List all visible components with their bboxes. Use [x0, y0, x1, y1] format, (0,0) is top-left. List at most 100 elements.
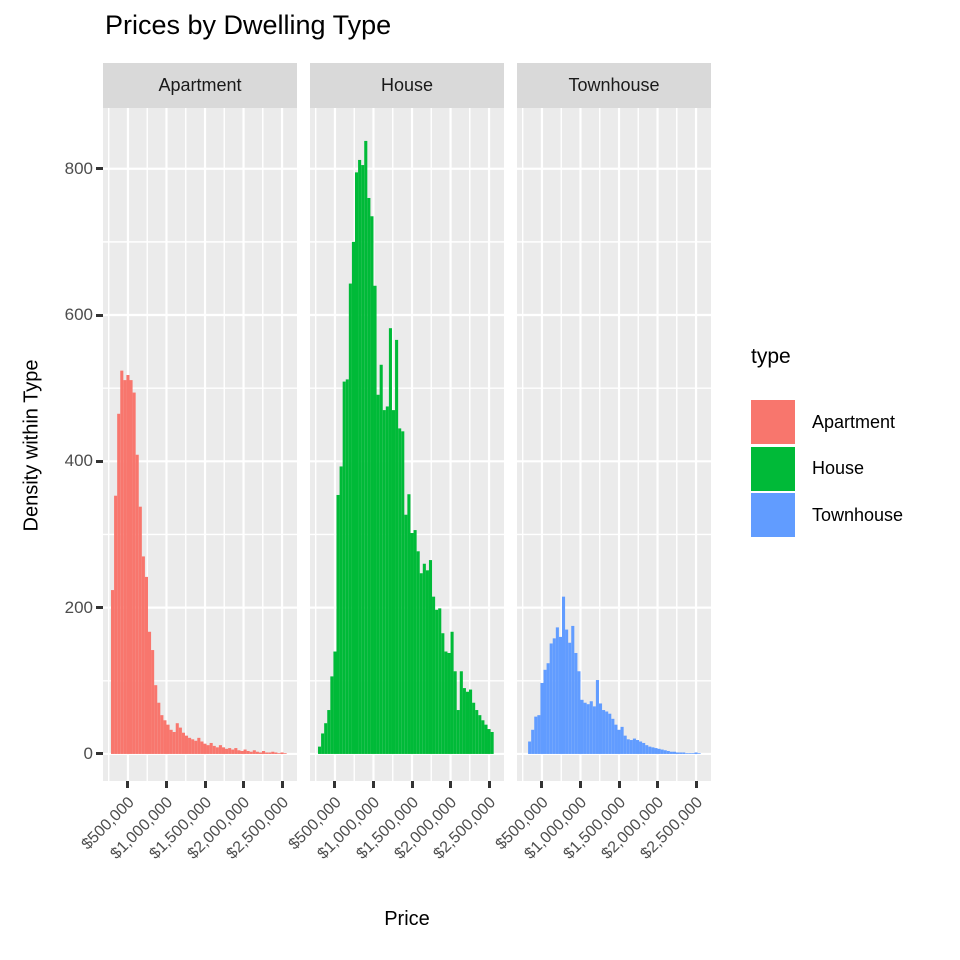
histogram-bar	[571, 625, 575, 754]
histogram-bar	[605, 711, 609, 754]
histogram-bar	[351, 241, 355, 754]
histogram-bar	[481, 720, 485, 754]
histogram-bar	[388, 328, 392, 754]
histogram-bar	[586, 704, 590, 754]
histogram-bar	[435, 609, 439, 754]
histogram-bar	[672, 751, 677, 754]
histogram-bar	[258, 752, 263, 754]
facet-strip-label: Townhouse	[568, 75, 660, 95]
x-tick-mark	[656, 781, 660, 788]
histogram-bar	[478, 715, 482, 754]
histogram-bar	[546, 663, 550, 754]
legend-label: House	[812, 458, 865, 478]
y-tick-mark	[96, 459, 103, 463]
histogram-bar	[645, 745, 649, 754]
histogram-bar	[531, 729, 535, 754]
histogram-bar	[327, 710, 331, 754]
histogram-bar	[265, 752, 269, 754]
histogram-bar	[484, 724, 488, 754]
histogram-bar	[181, 732, 185, 754]
histogram-bar	[669, 751, 673, 754]
histogram-bar	[240, 751, 244, 754]
y-tick-mark	[96, 606, 103, 610]
histogram-bar	[172, 731, 176, 754]
histogram-bar	[370, 216, 374, 754]
histogram-bar	[117, 413, 121, 754]
histogram-bar	[555, 627, 559, 754]
legend-title: type	[751, 345, 791, 368]
histogram-bar	[373, 285, 377, 754]
histogram-bar	[441, 633, 445, 754]
histogram-bar	[629, 740, 633, 754]
histogram-bar	[339, 466, 343, 754]
histogram-bar	[407, 494, 411, 754]
legend-label: Townhouse	[812, 504, 904, 525]
histogram-bar	[549, 643, 553, 754]
histogram-bar	[620, 726, 624, 754]
histogram-bar	[246, 751, 250, 754]
histogram-bar	[589, 701, 593, 754]
y-tick-label: 600	[64, 305, 93, 325]
histogram-bar	[197, 737, 201, 754]
x-tick-mark	[333, 781, 337, 788]
histogram-bar	[654, 748, 658, 754]
histogram-bar	[565, 629, 569, 754]
histogram-panel-townhouse	[517, 108, 711, 781]
histogram-bar	[111, 590, 115, 754]
histogram-bar	[336, 494, 340, 754]
histogram-bar	[651, 747, 655, 754]
histogram-bar	[425, 570, 429, 754]
histogram-bar	[685, 753, 689, 754]
histogram-bar	[215, 747, 219, 754]
x-tick-mark	[694, 781, 698, 788]
histogram-bar	[191, 739, 195, 754]
histogram-bar	[206, 745, 210, 754]
histogram-bar	[169, 729, 173, 754]
histogram-bar	[234, 748, 238, 754]
histogram-bar	[376, 394, 380, 754]
histogram-bar	[642, 742, 646, 754]
histogram-bar	[277, 753, 281, 754]
histogram-bar	[385, 406, 389, 754]
x-tick-mark	[203, 781, 207, 788]
histogram-panel-house	[310, 108, 504, 781]
histogram-bar	[404, 514, 408, 754]
histogram-bar	[318, 746, 322, 754]
histogram-bar	[184, 735, 189, 754]
histogram-bar	[324, 723, 328, 754]
histogram-bar	[676, 752, 680, 754]
histogram-bar	[123, 380, 127, 754]
histogram-bar	[237, 750, 241, 754]
histogram-bar	[583, 702, 587, 754]
histogram-bar	[608, 713, 612, 754]
histogram-bar	[422, 563, 426, 754]
x-tick-mark	[126, 781, 130, 788]
histogram-bar	[178, 727, 182, 754]
histogram-bar	[391, 410, 396, 754]
histogram-bar	[194, 740, 198, 754]
histogram-bar	[602, 710, 606, 754]
histogram-bar	[354, 172, 359, 754]
histogram-bar	[657, 748, 661, 754]
histogram-bar	[617, 729, 621, 754]
histogram-bar	[632, 738, 636, 754]
histogram-bar	[268, 752, 272, 754]
histogram-bar	[348, 283, 352, 754]
histogram-bar	[410, 533, 414, 754]
histogram-bar	[209, 742, 213, 754]
histogram-bar	[382, 410, 386, 754]
histogram-bar	[379, 364, 383, 754]
histogram-bar	[558, 636, 562, 754]
histogram-bar	[648, 746, 652, 754]
histogram-bar	[626, 739, 630, 754]
y-tick-mark	[96, 313, 103, 317]
histogram-bar	[666, 751, 670, 754]
histogram-bar	[221, 747, 226, 754]
histogram-bar	[283, 753, 287, 754]
histogram-bar	[419, 573, 423, 754]
histogram-bar	[342, 381, 346, 754]
histogram-bar	[459, 671, 463, 754]
histogram-bar	[280, 752, 284, 754]
histogram-bar	[428, 560, 433, 754]
